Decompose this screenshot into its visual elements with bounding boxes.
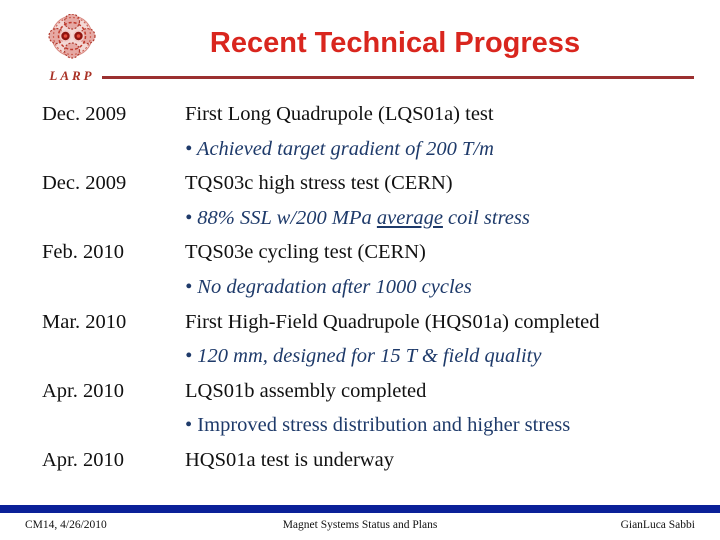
text-segment: TQS03c high stress test (CERN) xyxy=(185,172,453,195)
row-text: First Long Quadrupole (LQS01a) test xyxy=(185,103,494,126)
progress-row: • Achieved target gradient of 200 T/m xyxy=(42,138,700,173)
row-text: TQS03e cycling test (CERN) xyxy=(185,241,426,264)
progress-row: Apr. 2010 LQS01b assembly completed xyxy=(42,380,700,415)
footer-author: GianLuca Sabbi xyxy=(620,519,695,531)
progress-row: Apr. 2010 HQS01a test is underway xyxy=(42,449,700,484)
footer-document-title: Magnet Systems Status and Plans xyxy=(282,519,438,531)
row-date: Mar. 2010 xyxy=(42,310,127,333)
footer-divider-bar xyxy=(0,505,720,513)
underlined-word: average xyxy=(376,206,443,229)
row-text: • Improved stress distribution and highe… xyxy=(185,414,570,437)
text-segment: LQS01b assembly completed xyxy=(185,379,427,402)
larp-logo-label: LARP xyxy=(49,68,95,83)
text-segment: First High-Field Quadrupole (HQS01a) com… xyxy=(185,310,600,333)
progress-row: Dec. 2009 TQS03c high stress test (CERN) xyxy=(42,172,700,207)
row-text: First High-Field Quadrupole (HQS01a) com… xyxy=(185,311,599,334)
progress-row: • Improved stress distribution and highe… xyxy=(42,414,700,449)
larp-logo: LARP xyxy=(36,13,108,84)
row-date: Dec. 2009 xyxy=(42,172,127,195)
text-segment: • 120 mm, designed for 15 T & field qual… xyxy=(185,345,542,368)
progress-row: Dec. 2009 First Long Quadrupole (LQS01a) … xyxy=(42,103,700,138)
text-segment: • Achieved target gradient of 200 T/m xyxy=(185,137,494,160)
footer-meeting-date: CM14, 4/26/2010 xyxy=(25,519,107,531)
progress-row: • No degradation after 1000 cycles xyxy=(42,276,700,311)
row-text: TQS03c high stress test (CERN) xyxy=(185,172,453,195)
progress-row: • 88% SSL w/200 MPa average coil stress xyxy=(42,207,700,242)
row-text: HQS01a test is underway xyxy=(185,449,394,472)
row-text: LQS01b assembly completed xyxy=(185,380,426,403)
title-underline-rule xyxy=(102,76,694,79)
text-segment: HQS01a test is underway xyxy=(185,448,394,471)
row-text: • No degradation after 1000 cycles xyxy=(185,276,472,299)
row-date: Apr. 2010 xyxy=(42,448,124,471)
slide-title: Recent Technical Progress xyxy=(209,27,581,59)
text-segment: • Improved stress distribution and highe… xyxy=(185,414,571,437)
progress-row: Feb. 2010 TQS03e cycling test (CERN) xyxy=(42,241,700,276)
text-segment: • No degradation after 1000 cycles xyxy=(185,275,472,298)
row-date: Apr. 2010 xyxy=(42,379,124,402)
row-date: Dec. 2009 xyxy=(42,103,127,125)
text-segment: TQS03e cycling test (CERN) xyxy=(185,241,426,264)
progress-row: • 120 mm, designed for 15 T & field qual… xyxy=(42,345,700,380)
footer: CM14, 4/26/2010 Magnet Systems Status an… xyxy=(0,519,720,537)
text-segment: coil stress xyxy=(442,206,530,229)
magnet-cross-section-icon xyxy=(48,13,96,59)
row-text: • 88% SSL w/200 MPa average coil stress xyxy=(185,207,530,230)
text-segment: First Long Quadrupole (LQS01a) test xyxy=(185,103,494,125)
row-text: • Achieved target gradient of 200 T/m xyxy=(185,138,494,161)
progress-row: Mar. 2010 First High-Field Quadrupole (HQ… xyxy=(42,311,700,346)
row-text: • 120 mm, designed for 15 T & field qual… xyxy=(185,345,541,368)
progress-timeline: Dec. 2009 First Long Quadrupole (LQS01a) … xyxy=(42,103,700,484)
row-date: Feb. 2010 xyxy=(42,241,124,264)
text-segment: • 88% SSL w/200 MPa xyxy=(185,206,377,229)
